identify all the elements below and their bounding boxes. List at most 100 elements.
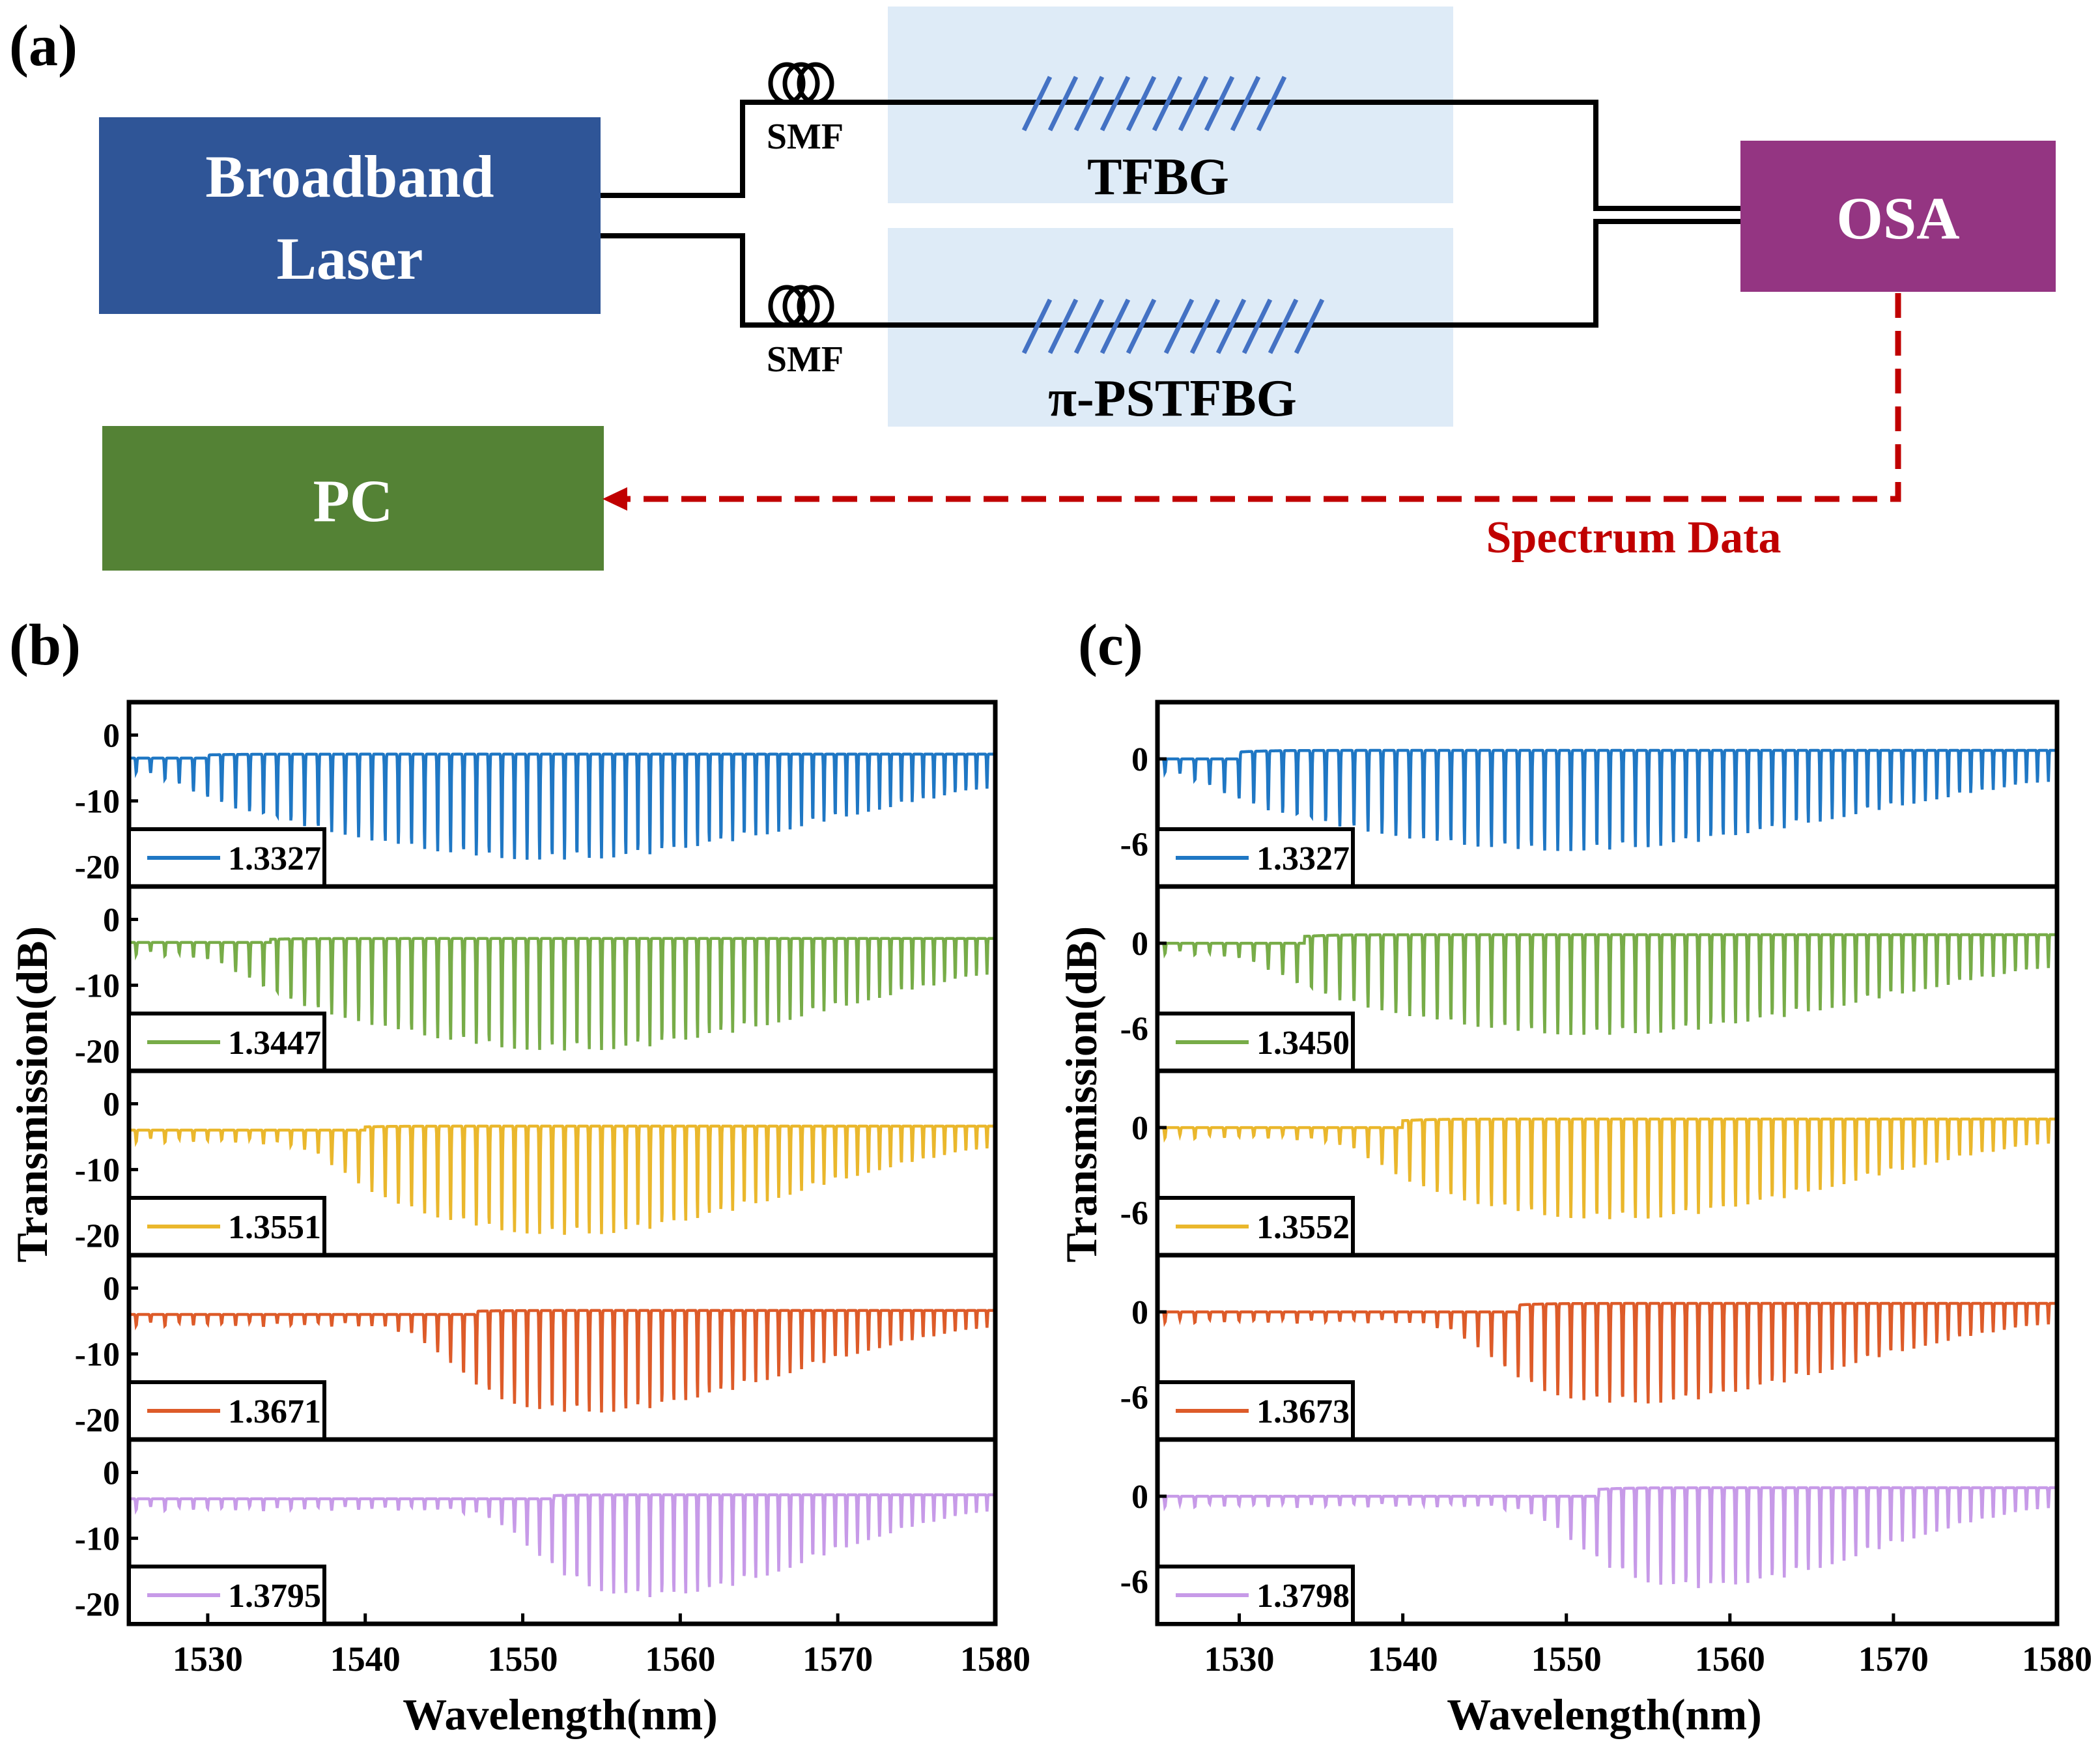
panel-c-label: (c): [1078, 613, 1143, 677]
chart-c-legend-3: 1.3673: [1156, 1380, 1355, 1441]
chart-b-ytick-label: -20: [75, 1034, 120, 1071]
grating-line: [1294, 298, 1325, 354]
laser-label-line2: Laser: [277, 225, 423, 292]
grating-line: [1204, 76, 1235, 132]
chart-b-xlabel: Wavelength(nm): [403, 1690, 718, 1739]
chart-c-xtick-label: 1530: [1204, 1639, 1275, 1679]
pc-label: PC: [313, 468, 393, 534]
chart-b-xtick-label: 1550: [488, 1639, 558, 1679]
chart-c-series-4-line: [1157, 1486, 2057, 1589]
grating-line: [1021, 76, 1053, 132]
chart-b-ytick-label: 0: [103, 1271, 120, 1308]
chart-c-xtick-label: 1560: [1695, 1639, 1765, 1679]
grating-line: [1047, 76, 1079, 132]
grating-line: [1047, 298, 1079, 354]
smf-coil-top: [768, 62, 834, 105]
chart-b-ytick-label: 0: [103, 1455, 120, 1492]
chart-c: 0 -6 1.3327 0 -6 1.3450 0 -6 1.3552 0 -6 1.3673 0 -6 1…: [1120, 700, 2092, 1679]
chart-b-ytick-label: -20: [75, 849, 120, 887]
legend-label: 1.3671: [228, 1393, 321, 1430]
chart-b-ytick-label: -10: [75, 1152, 120, 1189]
tfbg-label: TFBG: [1087, 149, 1229, 206]
chart-c-ytick-label: -6: [1120, 1380, 1148, 1417]
arrowhead-icon: [603, 487, 627, 511]
chart-c-panel-4-frame: [1155, 1437, 2060, 1626]
chart-b-ytick-label: -10: [75, 1337, 120, 1374]
legend-label: 1.3447: [228, 1025, 321, 1062]
chart-c-series-3-line: [1157, 1301, 2057, 1404]
chart-c-legend-0: 1.3327: [1156, 827, 1355, 888]
chart-b-ytick-label: -10: [75, 784, 120, 821]
chart-c-series-1-line: [1157, 933, 2057, 1035]
laser-label-line1: Broadband: [205, 143, 494, 210]
chart-c-ytick-label: 0: [1131, 926, 1148, 963]
chart-c-legend-4: 1.3798: [1156, 1565, 1355, 1626]
chart-b-ytick-label: -20: [75, 1218, 120, 1255]
tfbg-grating-icon: [1021, 76, 1287, 132]
spectrum-data-label: Spectrum Data: [1486, 513, 1781, 563]
chart-b-xtick-label: 1560: [645, 1639, 715, 1679]
panel-b-label: (b): [9, 613, 81, 677]
legend-label: 1.3450: [1256, 1025, 1350, 1062]
chart-b-xtick-label: 1540: [330, 1639, 401, 1679]
chart-c-ytick-label: -6: [1120, 1564, 1148, 1601]
legend-label: 1.3551: [228, 1209, 321, 1246]
chart-b-ytick-label: 0: [103, 902, 120, 939]
chart-c-ytick-label: 0: [1131, 1294, 1148, 1331]
grating-line: [1189, 298, 1221, 354]
chart-b-ytick-label: -10: [75, 1521, 120, 1558]
legend-label: 1.3327: [228, 840, 321, 877]
legend-label: 1.3798: [1256, 1578, 1350, 1615]
grating-line: [1152, 76, 1183, 132]
chart-c-ytick-label: 0: [1131, 741, 1148, 778]
chart-b-series-0-line: [129, 752, 995, 860]
chart-b-series-1-line: [129, 937, 995, 1051]
smf-coil-bottom: [768, 285, 834, 328]
grating-line: [1230, 76, 1261, 132]
chart-b-ytick-label: -10: [75, 968, 120, 1005]
chart-c-series-2-line: [1157, 1117, 2057, 1219]
chart-b-ytick-label: 0: [103, 718, 120, 755]
grating-line: [1268, 298, 1299, 354]
setup-diagram: (a) SMF SMF TFBG π-PSTFBG Broadband: [9, 7, 2056, 571]
chart-b-xtick-label: 1570: [802, 1639, 873, 1679]
grating-line: [1256, 76, 1287, 132]
legend-label: 1.3552: [1256, 1209, 1350, 1246]
bottom-fiber: [599, 219, 1740, 328]
chart-b-ytick-label: -20: [75, 1587, 120, 1624]
chart-b-legend-4: 1.3795: [127, 1565, 326, 1626]
grating-line: [1021, 298, 1053, 354]
grating-line: [1215, 298, 1247, 354]
osa-label: OSA: [1836, 185, 1959, 251]
chart-c-xtick-label: 1570: [1858, 1639, 1929, 1679]
chart-c-xtick-label: 1580: [2022, 1639, 2092, 1679]
grating-line: [1100, 76, 1131, 132]
legend-label: 1.3673: [1256, 1393, 1350, 1430]
chart-c-ylabel: Transmission(dB): [1057, 926, 1106, 1262]
chart-b-legend-2: 1.3551: [127, 1196, 326, 1257]
chart-b-xtick-label: 1580: [960, 1639, 1030, 1679]
chart-b-legend-1: 1.3447: [127, 1012, 326, 1073]
grating-line: [1073, 298, 1105, 354]
chart-b-ytick-label: 0: [103, 1086, 120, 1124]
chart-b-ylabel: Transmission(dB): [7, 926, 57, 1262]
chart-b-xtick-label: 1530: [173, 1639, 243, 1679]
chart-c-legend-1: 1.3450: [1156, 1012, 1355, 1073]
chart-c-xtick-label: 1550: [1531, 1639, 1602, 1679]
grating-line: [1126, 76, 1157, 132]
pstfbg-grating-icon: [1021, 298, 1325, 354]
legend-label: 1.3327: [1256, 840, 1350, 877]
osa-box: [1740, 141, 2056, 292]
chart-c-ytick-label: -6: [1120, 1011, 1148, 1048]
chart-b-series-2-line: [129, 1124, 995, 1235]
grating-line: [1178, 76, 1209, 132]
chart-c-series-0-line: [1157, 748, 2057, 851]
chart-b-ytick-label: -20: [75, 1402, 120, 1440]
grating-line: [1242, 298, 1273, 354]
chart-c-ytick-label: 0: [1131, 1110, 1148, 1147]
chart-b-legend-0: 1.3327: [127, 827, 326, 888]
smf-bottom-label: SMF: [767, 339, 844, 380]
chart-c-ytick-label: -6: [1120, 1195, 1148, 1232]
spectrum-data-link: [625, 293, 1901, 502]
